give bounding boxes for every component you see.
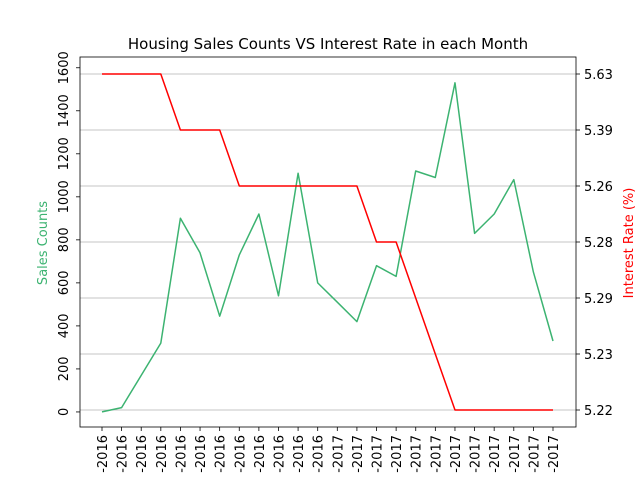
x-tick-label: -2016 [273, 435, 288, 473]
y-tick-label: 1000 [57, 180, 72, 213]
y2-tick-label: 5.28 [584, 236, 613, 251]
left-y-axis: 0 200 400 600 800 1000 1200 1400 1600 [57, 51, 80, 416]
plot-area [79, 56, 577, 428]
y-axis-label-left: Sales Counts [36, 201, 51, 285]
x-tick-label: -2016 [253, 435, 268, 473]
y-tick-label: 600 [57, 270, 72, 295]
x-tick-label: -2016 [292, 435, 307, 473]
x-tick-label: -2017 [371, 435, 386, 473]
series-line-left [101, 82, 554, 413]
y-tick-label: 1600 [57, 51, 72, 84]
x-tick-label: -2016 [194, 435, 209, 473]
x-tick-label: -2017 [429, 435, 444, 473]
right-y-axis: 5.22 5.23 5.29 5.28 5.26 5.39 5.63 [576, 68, 613, 419]
x-axis: -2016 -2016 -2016 -2016 -2016 -2016 -2016 -2016… [96, 427, 562, 473]
x-tick-label: -2016 [312, 435, 327, 473]
y2-tick-label: 5.23 [584, 348, 613, 363]
series-line-right [102, 73, 553, 411]
y-tick-label: 800 [57, 227, 72, 252]
x-tick-label: -2016 [233, 435, 248, 473]
x-tick-label: -2016 [135, 435, 150, 473]
y-axis-label-right: Interest Rate (%) [622, 188, 637, 299]
x-tick-label: -2016 [214, 435, 229, 473]
x-tick-label: -2017 [488, 435, 503, 473]
gridlines [80, 73, 576, 411]
x-tick-label: -2017 [390, 435, 405, 473]
x-tick-label: -2017 [469, 435, 484, 473]
y-tick-label: 1400 [57, 94, 72, 127]
x-tick-label: -2016 [174, 435, 189, 473]
x-tick-label: -2016 [96, 435, 111, 473]
chart-title: Housing Sales Counts VS Interest Rate in… [128, 35, 528, 53]
y2-tick-label: 5.29 [584, 292, 613, 307]
x-tick-label: -2017 [449, 435, 464, 473]
x-tick-label: -2017 [331, 435, 346, 473]
y2-tick-label: 5.22 [584, 404, 613, 419]
y2-tick-label: 5.63 [584, 68, 613, 83]
x-tick-label: -2016 [116, 435, 131, 473]
x-tick-label: -2017 [508, 435, 523, 473]
y-tick-label: 1200 [57, 137, 72, 170]
x-tick-label: -2017 [527, 435, 542, 473]
y2-tick-label: 5.26 [584, 180, 613, 195]
y2-tick-label: 5.39 [584, 124, 613, 139]
x-tick-label: -2016 [155, 435, 170, 473]
y-tick-label: 0 [57, 408, 72, 416]
x-tick-label: -2017 [351, 435, 366, 473]
x-tick-label: -2017 [547, 435, 562, 473]
y-tick-label: 200 [57, 356, 72, 381]
y-tick-label: 400 [57, 313, 72, 338]
x-tick-label: -2017 [410, 435, 425, 473]
